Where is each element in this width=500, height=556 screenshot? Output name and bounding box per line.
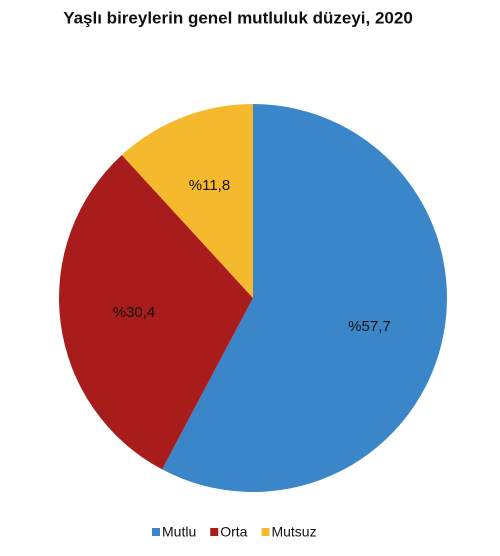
data-label: %57,7 [348,318,391,335]
legend-label: Mutlu [162,524,196,540]
chart-title: Yaşlı bireylerin genel mutluluk düzeyi, … [63,8,413,27]
legend-label: Orta [220,524,247,540]
pie-slice [59,155,253,470]
legend-swatch [261,528,270,536]
data-label: %30,4 [113,304,156,321]
legend-swatch [210,528,219,536]
data-label: %11,8 [189,177,230,194]
pie-slice [121,104,253,298]
legend-label: Mutsuz [271,524,316,540]
pie-slice [162,104,447,492]
legend-swatch [152,528,160,536]
